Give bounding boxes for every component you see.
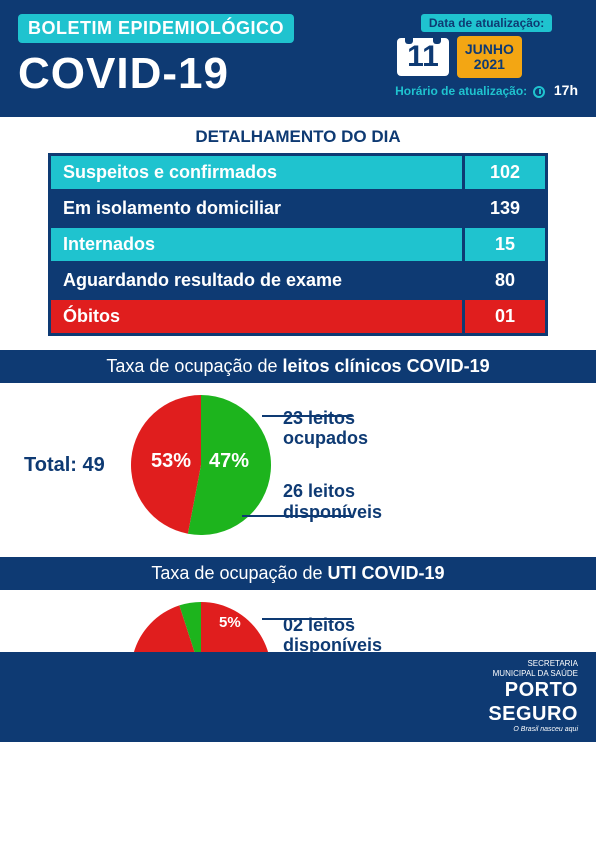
date-block: Data de atualização: 11 JUNHO 2021 Horár… <box>395 14 578 99</box>
table-row: Óbitos01 <box>51 297 545 333</box>
row-label: Óbitos <box>51 297 465 333</box>
chart1-band-bold: leitos clínicos COVID-19 <box>283 356 490 376</box>
title: COVID-19 <box>18 49 294 99</box>
row-label: Aguardando resultado de exame <box>51 261 465 297</box>
chart1-annotations: 23 leitosocupados 26 leitosdisponíveis <box>283 408 382 523</box>
chart2-band-prefix: Taxa de ocupação de <box>151 563 327 583</box>
row-value: 15 <box>465 225 545 261</box>
chart1-wrap: Total: 49 53% 47% 23 leitosocupados 26 le… <box>0 383 596 543</box>
footer-line2: MUNICIPAL DA SAÚDE <box>488 669 578 679</box>
chart1-band: Taxa de ocupação de leitos clínicos COVI… <box>0 350 596 383</box>
table-row: Internados15 <box>51 225 545 261</box>
row-label: Internados <box>51 225 465 261</box>
pie-pct-label: 53% <box>151 450 191 473</box>
chart1-line-top <box>262 415 352 417</box>
date-day: 11 <box>395 36 451 78</box>
pie-pct-label: 47% <box>209 450 249 473</box>
chart1-line-bottom <box>242 515 352 517</box>
header-left: BOLETIM EPIDEMIOLÓGICO COVID-19 <box>18 14 294 99</box>
footer-brand1: PORTO <box>488 678 578 702</box>
table-title: DETALHAMENTO DO DIA <box>0 127 596 147</box>
chart1-total: Total: 49 <box>24 454 119 477</box>
footer-logo: SECRETARIA MUNICIPAL DA SAÚDE PORTO SEGU… <box>488 659 578 735</box>
chart1-band-prefix: Taxa de ocupação de <box>106 356 282 376</box>
row-label: Em isolamento domiciliar <box>51 189 465 225</box>
date-label: Data de atualização: <box>421 14 552 32</box>
clock-icon <box>533 86 545 98</box>
row-label: Suspeitos e confirmados <box>51 156 465 189</box>
pie-pct-label: 5% <box>219 614 241 631</box>
header: BOLETIM EPIDEMIOLÓGICO COVID-19 Data de … <box>0 0 596 117</box>
row-value: 80 <box>465 261 545 297</box>
row-value: 102 <box>465 156 545 189</box>
time-value: 17h <box>554 82 578 98</box>
footer-brand2: SEGURO <box>488 702 578 726</box>
chart1-pie: 53% 47% <box>131 395 271 535</box>
daily-table: Suspeitos e confirmados102Em isolamento … <box>48 153 548 336</box>
chart2-annot-top: 02 leitosdisponíveis <box>283 615 382 656</box>
row-value: 01 <box>465 297 545 333</box>
time-label: Horário de atualização: <box>395 84 527 98</box>
chart2-band-bold: UTI COVID-19 <box>328 563 445 583</box>
chart2-band: Taxa de ocupação de UTI COVID-19 <box>0 557 596 590</box>
footer-line1: SECRETARIA <box>488 659 578 669</box>
table-row: Em isolamento domiciliar139 <box>51 189 545 225</box>
chart1-annot-top: 23 leitosocupados <box>283 408 382 449</box>
subtitle: BOLETIM EPIDEMIOLÓGICO <box>18 14 294 43</box>
date-year: 2021 <box>465 57 514 72</box>
footer: SECRETARIA MUNICIPAL DA SAÚDE PORTO SEGU… <box>0 652 596 742</box>
time-row: Horário de atualização: 17h <box>395 82 578 98</box>
table-row: Suspeitos e confirmados102 <box>51 156 545 189</box>
row-value: 139 <box>465 189 545 225</box>
chart2-line-top <box>262 618 352 620</box>
table-row: Aguardando resultado de exame80 <box>51 261 545 297</box>
date-month-year: JUNHO 2021 <box>457 36 522 78</box>
footer-tagline: O Brasil nasceu aqui <box>488 726 578 734</box>
date-month: JUNHO <box>465 42 514 57</box>
